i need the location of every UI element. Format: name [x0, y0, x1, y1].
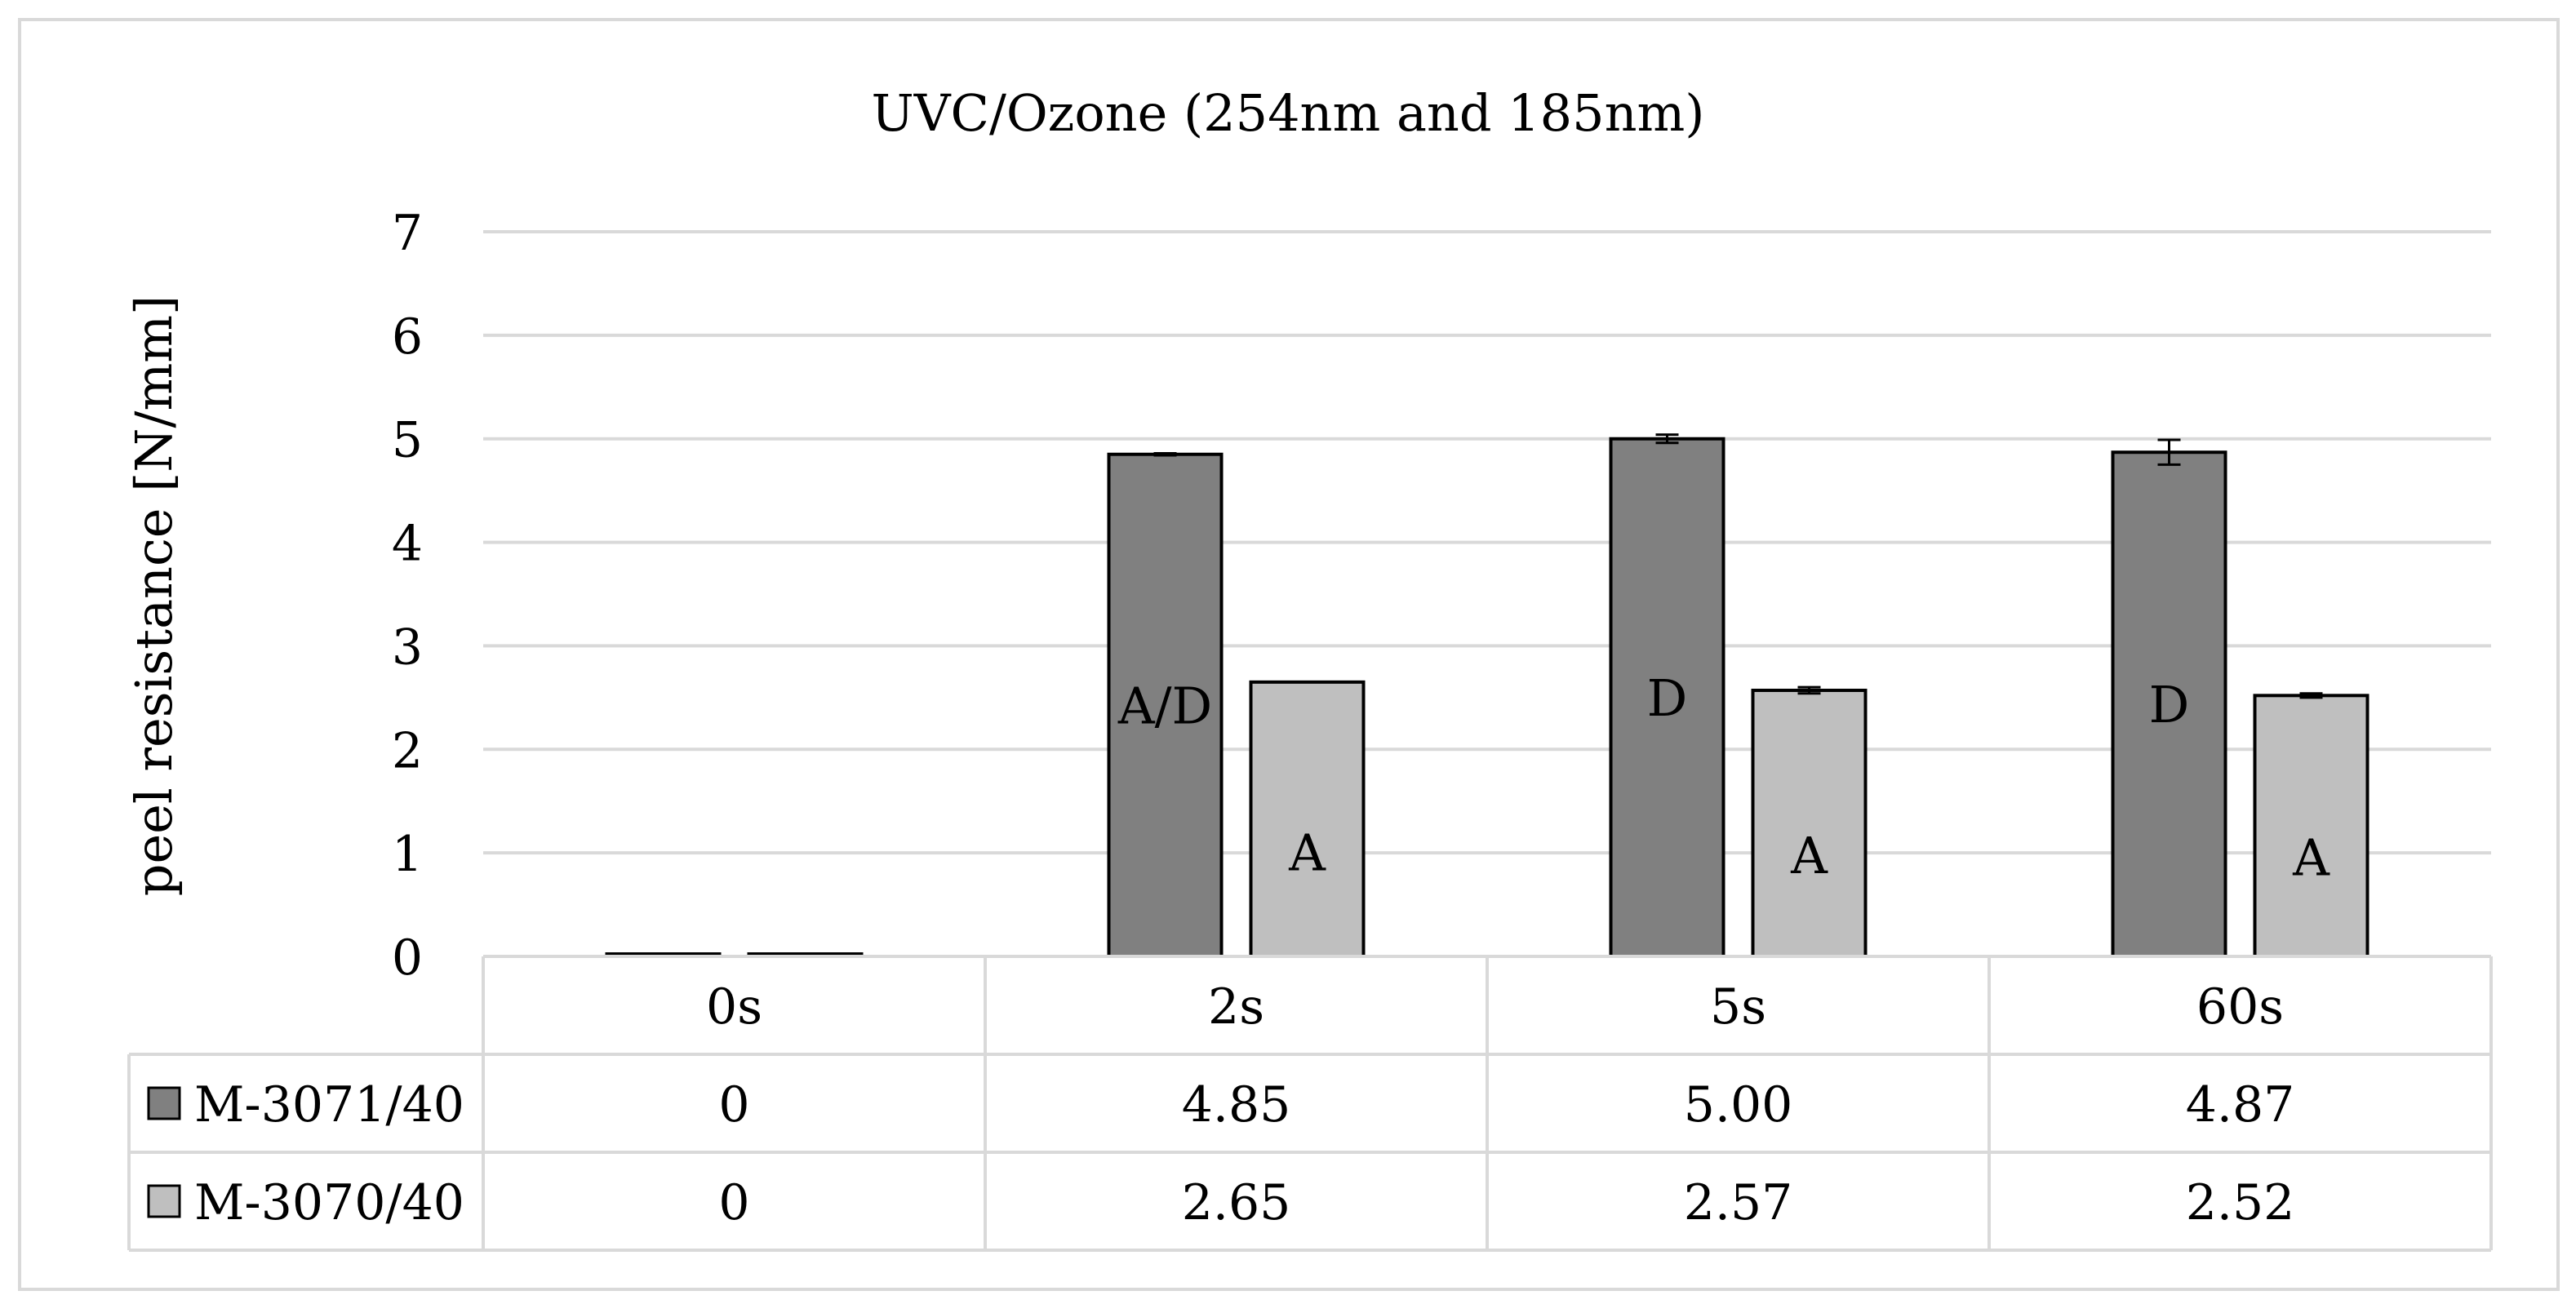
x-category-label: 2s: [1208, 978, 1264, 1036]
table-value: 4.87: [2186, 1076, 2295, 1133]
bar-annotation: A/D: [1117, 676, 1212, 735]
y-tick-label: 4: [392, 516, 423, 573]
x-category-label: 60s: [2196, 978, 2284, 1036]
bar: [1751, 688, 1868, 959]
legend-series-name: M-3070/40: [194, 1174, 464, 1231]
table-value: 4.85: [1182, 1076, 1291, 1133]
bar-annotation: A: [1288, 823, 1326, 882]
y-tick-label: 7: [392, 205, 423, 262]
table-value: 5.00: [1684, 1076, 1793, 1133]
y-axis-label: peel resistance [N/mm]: [124, 295, 184, 896]
table-value: 2.57: [1684, 1174, 1793, 1231]
bar: [2253, 694, 2369, 958]
chart-title: UVC/Ozone (254nm and 185nm): [871, 83, 1704, 143]
table-value: 0: [718, 1076, 749, 1133]
y-tick-label: 5: [392, 412, 423, 469]
y-tick-label: 6: [392, 308, 423, 366]
x-category-label: 0s: [706, 978, 762, 1036]
table-value: 0: [718, 1174, 749, 1231]
legend-swatch: [147, 1086, 181, 1120]
bar-annotation: D: [1647, 668, 1688, 728]
table-value: 2.52: [2186, 1174, 2295, 1231]
x-category-label: 5s: [1710, 978, 1766, 1036]
y-tick-labels: 0 1 2 3 4 5 6 7: [392, 205, 423, 987]
y-tick-label: 1: [392, 826, 423, 883]
legend-series-name: M-3071/40: [194, 1076, 464, 1133]
bar-annotation: D: [2149, 675, 2190, 734]
bars: A/D D D A A A: [605, 433, 2369, 959]
bar: [2111, 450, 2227, 958]
y-tick-label: 2: [392, 722, 423, 779]
y-tick-label: 3: [392, 619, 423, 676]
legend-swatch: [147, 1184, 181, 1218]
bar: [1609, 437, 1725, 958]
bar-annotation: A: [2292, 828, 2330, 888]
table-value: 2.65: [1182, 1174, 1291, 1231]
data-table: 0s 2s 5s 60s M-3071/40 0 4.85 5.00 4.87 M-3070/40…: [127, 955, 2493, 1252]
y-tick-label: 0: [392, 929, 423, 987]
bar: [1249, 680, 1366, 958]
bar-annotation: A: [1790, 826, 1828, 885]
